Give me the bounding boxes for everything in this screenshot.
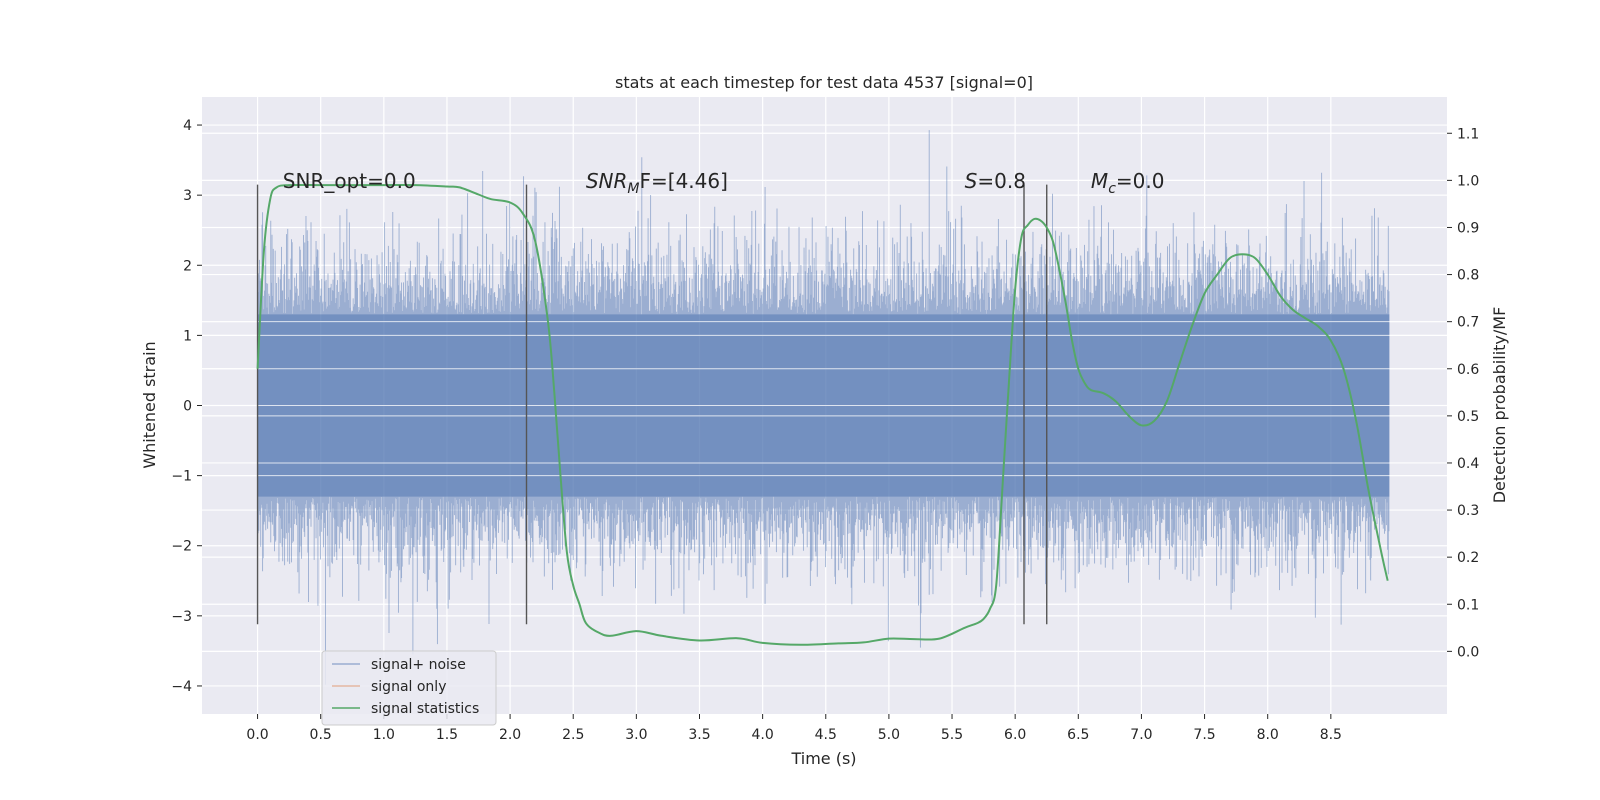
- x-tick-label: 5.5: [941, 727, 963, 743]
- y-tick-label: 3: [183, 188, 192, 204]
- y2-tick-label: 0.4: [1457, 456, 1479, 472]
- y-tick-label: −1: [171, 469, 192, 485]
- x-tick-label: 7.0: [1130, 727, 1152, 743]
- legend-label-signal: signal only: [371, 679, 446, 695]
- y-tick-label: −3: [171, 609, 192, 625]
- x-tick-label: 1.5: [436, 727, 458, 743]
- x-tick-label: 0.5: [310, 727, 332, 743]
- y-tick-label: 4: [183, 118, 192, 134]
- y2-tick-label: 1.0: [1457, 173, 1479, 189]
- y-tick-label: −4: [171, 679, 192, 695]
- x-tick-label: 6.0: [1004, 727, 1026, 743]
- y2-tick-label: 0.8: [1457, 268, 1479, 284]
- x-tick-label: 2.5: [562, 727, 584, 743]
- signal-noise-series: [202, 130, 1447, 685]
- chart-title: stats at each timestep for test data 453…: [615, 73, 1033, 92]
- annotation-3: Mc=0.0: [1091, 169, 1165, 197]
- x-axis-title: Time (s): [790, 749, 856, 768]
- y2-tick-label: 1.1: [1457, 126, 1479, 142]
- y-axis-ticks: 4 3 2 1 0 −1 −2 −3 −4: [171, 118, 202, 695]
- x-tick-label: 4.5: [815, 727, 837, 743]
- annotation-suffix: F=[4.46]: [640, 169, 728, 193]
- x-axis-ticks: 0.0 0.5 1.0 1.5 2.0 2.5 3.0 3.5 4.0 4.5 5.0 5.5 6.0 6…: [246, 714, 1342, 743]
- y-tick-label: −2: [171, 539, 192, 555]
- annotation-1: SNRMF=[4.46]: [586, 169, 728, 197]
- y2-tick-label: 0.5: [1457, 409, 1479, 425]
- y-axis-title: Whitened strain: [140, 341, 159, 468]
- y2-tick-label: 0.9: [1457, 220, 1479, 236]
- annotation-suffix: =0.8: [977, 169, 1026, 193]
- annotation-subscript: M: [627, 181, 639, 197]
- y-tick-label: 0: [183, 399, 192, 415]
- x-tick-label: 4.0: [751, 727, 773, 743]
- x-tick-label: 8.5: [1320, 727, 1342, 743]
- annotation-0: SNR_opt=0.0: [283, 169, 416, 193]
- annotation-italic: S: [965, 169, 978, 193]
- legend-label-noise: signal+ noise: [371, 657, 466, 673]
- annotation-suffix: =0.0: [1116, 169, 1165, 193]
- annotation-prefix: SNR_opt=0.0: [283, 169, 416, 193]
- y2-tick-label: 0.1: [1457, 597, 1479, 613]
- legend: signal+ noise signal only signal statist…: [321, 650, 497, 726]
- legend-label-stat: signal statistics: [371, 701, 479, 717]
- signal-statistics-series: [256, 183, 1389, 646]
- y2-tick-label: 0.3: [1457, 503, 1479, 519]
- y2-tick-label: 0.6: [1457, 362, 1479, 378]
- y-tick-label: 1: [183, 328, 192, 344]
- x-tick-label: 5.0: [878, 727, 900, 743]
- x-tick-label: 7.5: [1193, 727, 1215, 743]
- x-tick-label: 1.0: [373, 727, 395, 743]
- annotation-2: S=0.8: [965, 169, 1026, 193]
- y-tick-label: 2: [183, 258, 192, 274]
- y2-tick-label: 0.2: [1457, 550, 1479, 566]
- x-tick-label: 0.0: [246, 727, 268, 743]
- x-tick-label: 6.5: [1067, 727, 1089, 743]
- legend-box: [321, 650, 497, 726]
- y2-tick-label: 0.0: [1457, 644, 1479, 660]
- vertical-markers: [256, 184, 1048, 625]
- x-tick-label: 3.0: [625, 727, 647, 743]
- annotations: SNR_opt=0.0 SNRMF=[4.46] S=0.8 Mc=0.0: [283, 169, 1165, 197]
- annotation-italic: SNR: [586, 169, 628, 193]
- annotation-subscript: c: [1108, 181, 1116, 197]
- y2-tick-label: 0.7: [1457, 315, 1479, 331]
- x-tick-label: 2.0: [499, 727, 521, 743]
- annotation-italic: M: [1091, 169, 1108, 193]
- x-tick-label: 8.0: [1257, 727, 1279, 743]
- y2-axis-title: Detection probability/MF: [1490, 307, 1509, 504]
- x-tick-label: 3.5: [688, 727, 710, 743]
- y2-axis-ticks: 1.1 1.0 0.9 0.8 0.7 0.6 0.5 0.4 0.3 0.2 0.1 0.0: [1447, 126, 1479, 660]
- stat-line: [256, 183, 1389, 646]
